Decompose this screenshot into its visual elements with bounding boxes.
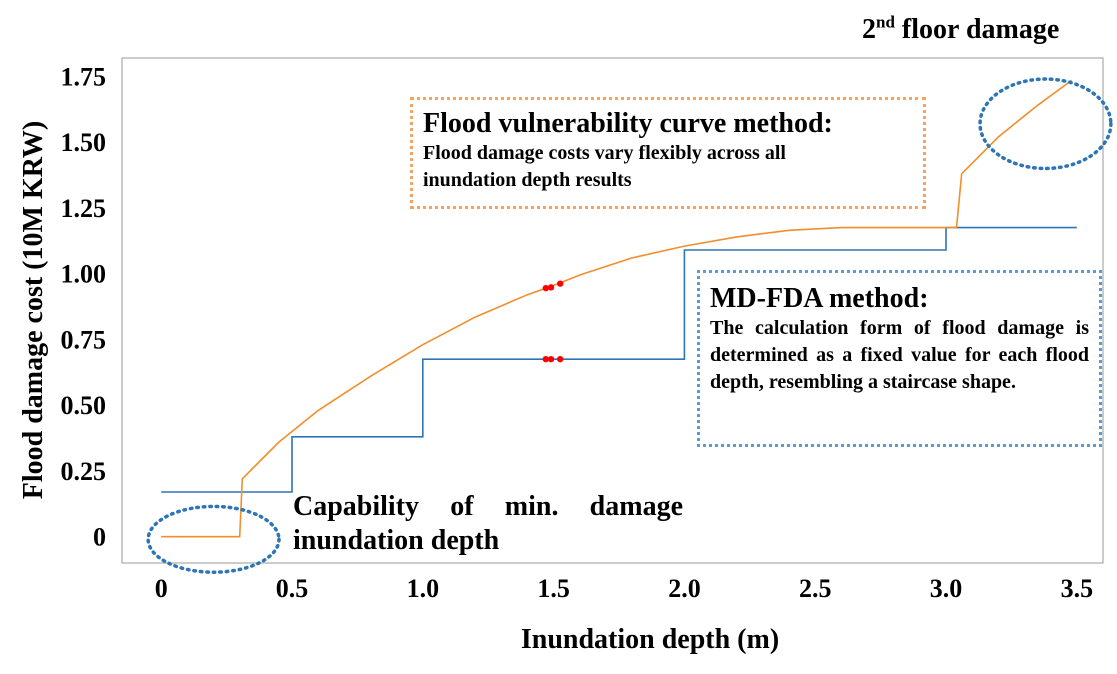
y-tick-label: 0: [93, 523, 106, 552]
fvc-method-title: Flood vulnerability curve method:: [423, 108, 833, 139]
second-floor-ellipse: [978, 77, 1113, 171]
min-damage-ellipse: [146, 504, 281, 574]
x-axis-title: Inundation depth (m): [521, 624, 779, 655]
highlight-marker: [556, 280, 564, 287]
x-tick-label: 0.5: [276, 574, 309, 603]
x-tick-label: 3.0: [930, 574, 963, 603]
y-tick-label: 1.50: [61, 128, 107, 157]
highlight-marker: [542, 355, 549, 363]
vulnerability-curve-line: [161, 79, 1073, 538]
plot-frame: [121, 57, 1104, 564]
mdfda-method-note: MD-FDA method: The calculation form of f…: [697, 270, 1102, 447]
mdfda-method-title: MD-FDA method:: [710, 283, 929, 314]
highlight-marker: [547, 284, 555, 291]
highlight-marker: [556, 355, 564, 363]
y-tick-label: 0.50: [61, 391, 107, 420]
fvc-method-note: Flood vulnerability curve method: Flood …: [410, 97, 926, 209]
x-tick-label: 0: [155, 574, 168, 603]
y-tick-label: 0.25: [61, 457, 107, 486]
y-tick-label: 1.25: [61, 194, 107, 223]
x-tick-label: 2.5: [799, 574, 832, 603]
highlight-marker: [547, 355, 555, 363]
mdfda-method-body: The calculation form of flood damage is …: [710, 317, 1089, 393]
y-tick-label: 0.75: [61, 325, 107, 354]
x-tick-label: 1.0: [407, 574, 440, 603]
y-axis-title: Flood damage cost (10M KRW): [18, 121, 49, 500]
highlight-marker: [542, 284, 549, 292]
fvc-method-body: Flood damage costs vary flexibly across …: [423, 142, 786, 191]
capability-label: Capability of min. damage inundation dep…: [293, 491, 683, 556]
x-tick-label: 1.5: [537, 574, 570, 603]
second-floor-damage-label: 2nd floor damage: [862, 12, 1060, 45]
x-tick-label: 2.0: [668, 574, 701, 603]
y-tick-label: 1.75: [61, 62, 107, 91]
y-tick-label: 1.00: [61, 260, 107, 289]
x-tick-label: 3.5: [1061, 574, 1094, 603]
